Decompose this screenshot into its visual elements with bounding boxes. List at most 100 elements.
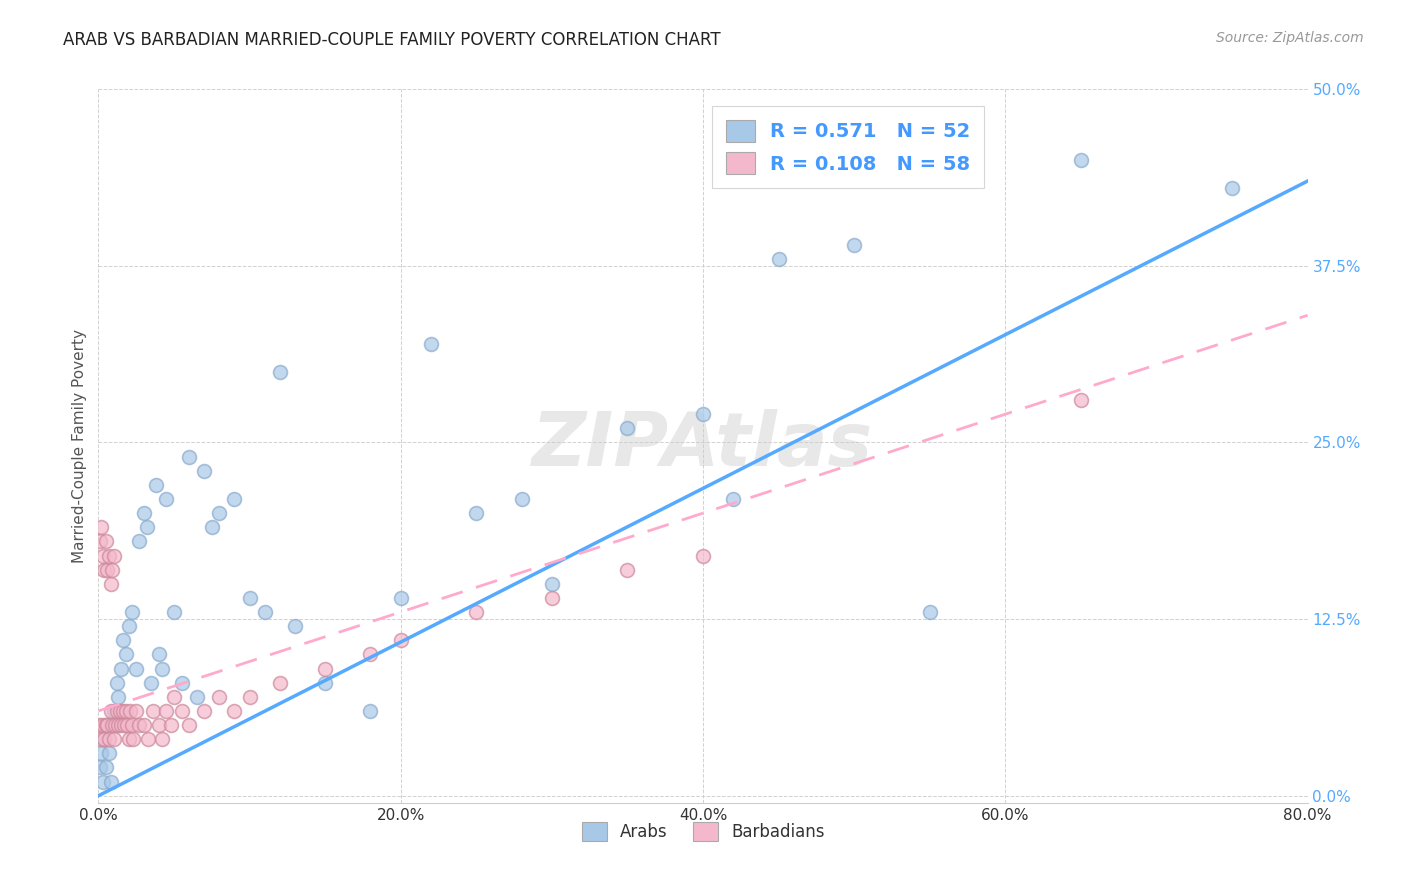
Point: [118, 619, 141, 633]
Point: [118, 732, 141, 747]
Point: [155, 491, 177, 506]
Point: [115, 718, 138, 732]
Point: [101, 563, 124, 577]
Point: [389, 591, 412, 605]
Point: [540, 591, 562, 605]
Text: Source: ZipAtlas.com: Source: ZipAtlas.com: [1216, 31, 1364, 45]
Point: [420, 336, 443, 351]
Point: [723, 491, 745, 506]
Point: [616, 421, 638, 435]
Point: [114, 704, 136, 718]
Point: [112, 718, 135, 732]
Point: [98, 747, 121, 761]
Point: [135, 520, 157, 534]
Point: [768, 252, 790, 266]
Point: [136, 732, 159, 747]
Point: [616, 563, 638, 577]
Point: [132, 718, 155, 732]
Point: [208, 690, 231, 704]
Point: [110, 718, 132, 732]
Point: [314, 675, 336, 690]
Point: [510, 491, 533, 506]
Point: [360, 704, 382, 718]
Point: [314, 662, 336, 676]
Point: [128, 718, 150, 732]
Point: [360, 648, 382, 662]
Point: [89, 718, 111, 732]
Point: [107, 718, 129, 732]
Point: [179, 450, 201, 464]
Point: [150, 732, 173, 747]
Point: [91, 718, 114, 732]
Point: [90, 732, 112, 747]
Point: [101, 718, 124, 732]
Point: [692, 407, 714, 421]
Point: [193, 464, 215, 478]
Point: [96, 718, 118, 732]
Text: ARAB VS BARBADIAN MARRIED-COUPLE FAMILY POVERTY CORRELATION CHART: ARAB VS BARBADIAN MARRIED-COUPLE FAMILY …: [63, 31, 721, 49]
Point: [1070, 153, 1092, 167]
Point: [111, 704, 134, 718]
Point: [120, 704, 142, 718]
Point: [103, 704, 125, 718]
Point: [201, 520, 224, 534]
Point: [208, 506, 231, 520]
Point: [121, 718, 143, 732]
Point: [104, 718, 127, 732]
Point: [89, 534, 111, 549]
Point: [93, 563, 115, 577]
Point: [111, 633, 134, 648]
Point: [96, 718, 118, 732]
Point: [100, 576, 122, 591]
Point: [193, 704, 215, 718]
Point: [98, 732, 121, 747]
Point: [125, 662, 148, 676]
Y-axis label: Married-Couple Family Poverty: Married-Couple Family Poverty: [72, 329, 87, 563]
Point: [94, 718, 117, 732]
Point: [163, 690, 186, 704]
Point: [692, 549, 714, 563]
Point: [389, 633, 412, 648]
Text: ZIPAtlas: ZIPAtlas: [533, 409, 873, 483]
Point: [170, 704, 193, 718]
Point: [269, 365, 291, 379]
Point: [94, 760, 117, 774]
Point: [1070, 393, 1092, 408]
Point: [224, 704, 246, 718]
Point: [128, 534, 150, 549]
Point: [125, 704, 148, 718]
Point: [918, 605, 941, 619]
Point: [269, 675, 291, 690]
Point: [239, 591, 262, 605]
Point: [100, 774, 122, 789]
Point: [844, 237, 866, 252]
Point: [132, 506, 155, 520]
Legend: Arabs, Barbadians: Arabs, Barbadians: [575, 815, 831, 848]
Point: [91, 774, 114, 789]
Point: [110, 662, 132, 676]
Point: [148, 718, 170, 732]
Point: [105, 675, 128, 690]
Point: [155, 704, 177, 718]
Point: [90, 747, 112, 761]
Point: [103, 549, 125, 563]
Point: [170, 675, 193, 690]
Point: [108, 704, 131, 718]
Point: [465, 506, 488, 520]
Point: [150, 662, 173, 676]
Point: [93, 732, 115, 747]
Point: [89, 760, 111, 774]
Point: [284, 619, 307, 633]
Point: [186, 690, 208, 704]
Point: [141, 675, 163, 690]
Point: [1220, 181, 1243, 195]
Point: [103, 732, 125, 747]
Point: [98, 549, 121, 563]
Point: [145, 478, 167, 492]
Point: [142, 704, 165, 718]
Point: [540, 576, 562, 591]
Point: [122, 732, 145, 747]
Point: [253, 605, 276, 619]
Point: [239, 690, 262, 704]
Point: [224, 491, 246, 506]
